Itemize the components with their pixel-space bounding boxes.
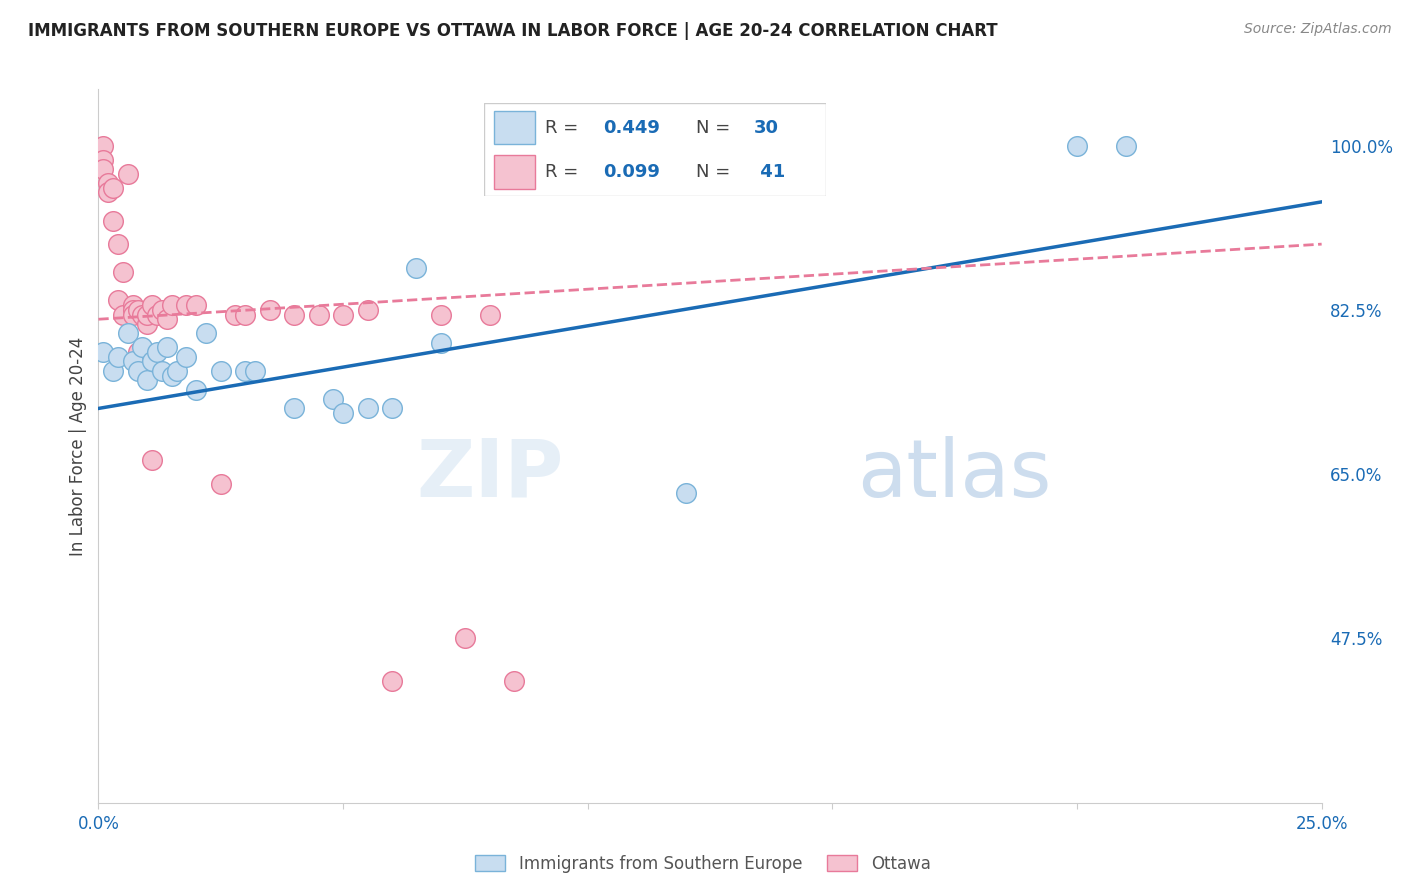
Point xyxy=(259,302,281,317)
Point xyxy=(156,312,179,326)
Point xyxy=(209,476,232,491)
Point xyxy=(1066,138,1088,153)
Point xyxy=(141,298,163,312)
Point xyxy=(141,453,163,467)
Text: Source: ZipAtlas.com: Source: ZipAtlas.com xyxy=(1244,22,1392,37)
Point xyxy=(121,298,143,312)
Point xyxy=(97,186,120,200)
Point xyxy=(107,350,129,364)
Point xyxy=(308,308,330,322)
Point xyxy=(101,213,124,227)
Legend: Immigrants from Southern Europe, Ottawa: Immigrants from Southern Europe, Ottawa xyxy=(468,848,938,880)
Point xyxy=(186,383,208,397)
Point xyxy=(166,364,188,378)
Point xyxy=(176,350,198,364)
Point xyxy=(127,364,149,378)
Point xyxy=(121,308,143,322)
Point xyxy=(131,340,153,354)
Point xyxy=(1115,138,1137,153)
Point xyxy=(356,401,378,416)
Point xyxy=(136,373,159,387)
Point xyxy=(97,176,120,190)
Point xyxy=(101,181,124,195)
Point xyxy=(160,298,183,312)
Point xyxy=(136,317,159,331)
Point xyxy=(332,406,354,420)
Point xyxy=(127,302,149,317)
Point xyxy=(107,293,129,308)
Point xyxy=(117,326,139,341)
Point xyxy=(111,308,134,322)
Point xyxy=(322,392,344,406)
Point xyxy=(160,368,183,383)
Point xyxy=(176,298,198,312)
Point xyxy=(136,308,159,322)
Point xyxy=(243,364,266,378)
Point xyxy=(195,326,218,341)
Point xyxy=(224,308,246,322)
Point xyxy=(111,265,134,279)
Point xyxy=(91,153,114,167)
Point xyxy=(91,345,114,359)
Point xyxy=(150,364,173,378)
Point xyxy=(121,302,143,317)
Point xyxy=(156,340,179,354)
Point xyxy=(127,345,149,359)
Text: IMMIGRANTS FROM SOUTHERN EUROPE VS OTTAWA IN LABOR FORCE | AGE 20-24 CORRELATION: IMMIGRANTS FROM SOUTHERN EUROPE VS OTTAW… xyxy=(28,22,998,40)
Point xyxy=(107,237,129,252)
Point xyxy=(381,673,404,688)
Point xyxy=(186,298,208,312)
Text: ZIP: ZIP xyxy=(416,435,564,514)
Point xyxy=(283,308,305,322)
Point xyxy=(121,354,143,368)
Point xyxy=(332,308,354,322)
Y-axis label: In Labor Force | Age 20-24: In Labor Force | Age 20-24 xyxy=(69,336,87,556)
Point xyxy=(430,308,453,322)
Point xyxy=(675,486,697,500)
Text: atlas: atlas xyxy=(856,435,1052,514)
Point xyxy=(146,308,169,322)
Point xyxy=(283,401,305,416)
Point xyxy=(233,308,256,322)
Point xyxy=(101,364,124,378)
Point xyxy=(405,260,427,275)
Point xyxy=(117,167,139,181)
Point xyxy=(131,308,153,322)
Point xyxy=(150,302,173,317)
Point xyxy=(91,138,114,153)
Point xyxy=(478,308,501,322)
Point xyxy=(141,354,163,368)
Point xyxy=(430,335,453,350)
Point xyxy=(454,632,477,646)
Point xyxy=(356,302,378,317)
Point xyxy=(233,364,256,378)
Point xyxy=(91,161,114,176)
Point xyxy=(381,401,404,416)
Point xyxy=(209,364,232,378)
Point xyxy=(146,345,169,359)
Point xyxy=(503,673,526,688)
